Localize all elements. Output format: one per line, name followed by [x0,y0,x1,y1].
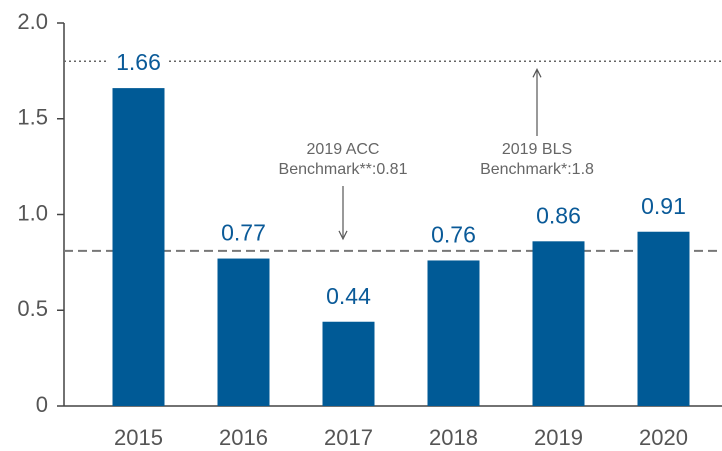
value-label: 0.91 [641,193,686,219]
bar [112,88,165,407]
y-tick-label: 2.0 [17,9,48,34]
value-label: 0.86 [536,202,581,228]
annotation: 2019 BLS [502,141,572,158]
annotation: Benchmark**:0.81 [279,161,408,178]
y-tick-label: 0 [36,392,48,417]
x-tick-label: 2017 [324,425,373,450]
bar [532,241,585,406]
label-bg [213,221,274,248]
value-label: 0.44 [326,283,371,309]
arrow-head [532,67,542,78]
x-tick-label: 2015 [114,425,163,450]
y-tick-label: 1.5 [17,105,48,130]
value-label: 1.66 [116,49,161,75]
value-label: 0.76 [431,222,476,248]
arrow-head [338,230,348,241]
y-tick-label: 1.0 [17,200,48,225]
label-bg [108,51,169,78]
bar [217,258,270,406]
x-tick-label: 2018 [429,425,478,450]
label-bg [528,204,589,231]
x-tick-label: 2020 [639,425,688,450]
annotation: Benchmark*:1.8 [480,161,594,178]
label-bg [423,223,484,250]
x-tick-label: 2019 [534,425,583,450]
label-bg [633,194,694,221]
value-label: 0.77 [221,220,266,246]
bar [427,260,480,406]
bar [637,231,690,406]
bar [322,321,375,406]
annotation: 2019 ACC [307,141,380,158]
y-tick-label: 0.5 [17,296,48,321]
label-bg [318,284,379,311]
x-tick-label: 2016 [219,425,268,450]
